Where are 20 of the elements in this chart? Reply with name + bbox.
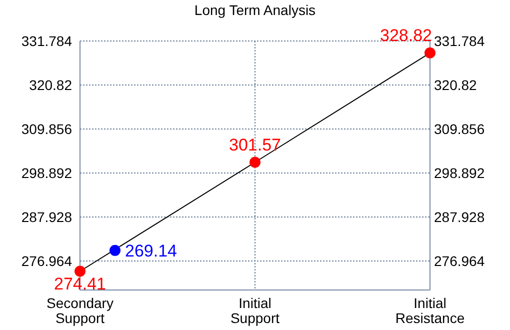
y-tick-label: 276.964 xyxy=(21,252,72,269)
y2-tick-label: 331.784 xyxy=(434,32,485,49)
y2-tick-label: 287.928 xyxy=(434,208,485,225)
x-tick-label: Initial Support xyxy=(230,295,280,326)
y2-tick-label: 320.82 xyxy=(434,76,478,93)
data-label: 328.82 xyxy=(380,26,432,45)
y-tick-label: 331.784 xyxy=(21,32,72,49)
y2-tick-label: 276.964 xyxy=(434,252,485,269)
annotation: 269.14 xyxy=(125,241,177,260)
x-tick-label: Initial Resistance xyxy=(395,295,465,326)
y2-tick-label: 298.892 xyxy=(434,164,485,181)
y-tick-label: 320.82 xyxy=(29,76,72,93)
chart-title: Long Term Analysis xyxy=(194,2,316,18)
y-tick-label: 298.892 xyxy=(21,164,72,181)
y2-tick-label: 309.856 xyxy=(434,120,485,137)
y-tick-label: 309.856 xyxy=(21,120,72,137)
y-tick-label: 287.928 xyxy=(21,208,72,225)
x-tick-label: Secondary Support xyxy=(46,295,114,326)
data-label: 301.57 xyxy=(229,135,281,154)
data-label: 274.41 xyxy=(54,274,106,294)
